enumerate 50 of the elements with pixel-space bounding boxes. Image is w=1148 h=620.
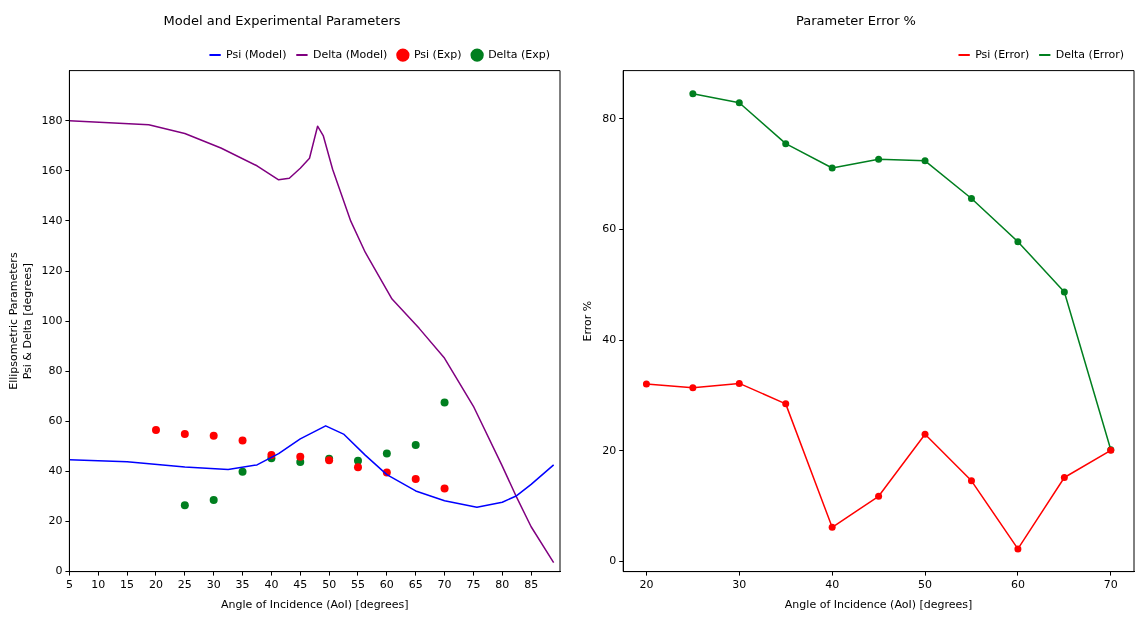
legend-label: Psi (Exp)	[413, 47, 462, 61]
x-axis-title: Angle of Incidence (AoI) [degrees]	[220, 598, 409, 612]
y-tick-label: 40	[48, 464, 63, 478]
y-tick-label: 120	[41, 263, 63, 277]
x-tick-label: 40	[825, 578, 840, 592]
x-tick-label: 45	[293, 578, 308, 592]
legend-label: Delta (Error)	[1055, 47, 1125, 61]
x-tick-label: 30	[206, 578, 221, 592]
x-tick-label: 15	[120, 578, 135, 592]
y-tick-label: 60	[48, 414, 63, 428]
chart-title: Model and Experimental Parameters	[163, 13, 401, 29]
y-tick-label: 0	[609, 554, 617, 568]
legend-label: Delta (Exp)	[488, 47, 551, 61]
chart-title: Parameter Error %	[796, 13, 916, 29]
y-axis-title: Ellipsometric Parameters Psi & Delta [degrees]	[7, 252, 34, 390]
x-axis-title: Angle of Incidence (AoI) [degrees]	[784, 598, 973, 612]
x-tick-label: 55	[350, 578, 365, 592]
x-tick-label: 25	[177, 578, 192, 592]
x-tick-label: 30	[732, 578, 747, 592]
x-tick-label: 85	[524, 578, 539, 592]
legend-label: Psi (Model)	[226, 47, 287, 61]
x-tick-label: 10	[91, 578, 106, 592]
y-tick-label: 140	[41, 213, 63, 227]
y-axis-title: Error %	[581, 300, 595, 342]
y-tick-label: 100	[41, 313, 63, 327]
y-tick-label: 0	[55, 564, 63, 578]
y-tick-label: 80	[48, 364, 63, 378]
x-tick-label: 75	[466, 578, 481, 592]
x-tick-label: 50	[918, 578, 933, 592]
y-tick-label: 60	[602, 222, 617, 236]
x-tick-label: 70	[437, 578, 452, 592]
x-tick-label: 50	[322, 578, 337, 592]
legend-label: Delta (Model)	[312, 47, 388, 61]
y-tick-label: 20	[602, 443, 617, 457]
y-tick-label: 80	[602, 111, 617, 125]
y-tick-label: 180	[41, 113, 63, 127]
x-tick-label: 70	[1103, 578, 1118, 592]
y-tick-label: 40	[602, 333, 617, 347]
x-tick-label: 20	[639, 578, 654, 592]
x-tick-label: 40	[264, 578, 279, 592]
x-tick-label: 20	[148, 578, 163, 592]
x-tick-label: 80	[495, 578, 510, 592]
y-tick-label: 20	[48, 514, 63, 528]
x-tick-label: 60	[379, 578, 394, 592]
x-tick-label: 60	[1010, 578, 1025, 592]
x-tick-label: 5	[65, 578, 73, 592]
y-tick-label: 160	[41, 163, 63, 177]
x-tick-label: 35	[235, 578, 250, 592]
legend-label: Psi (Error)	[975, 47, 1030, 61]
x-tick-label: 65	[408, 578, 423, 592]
